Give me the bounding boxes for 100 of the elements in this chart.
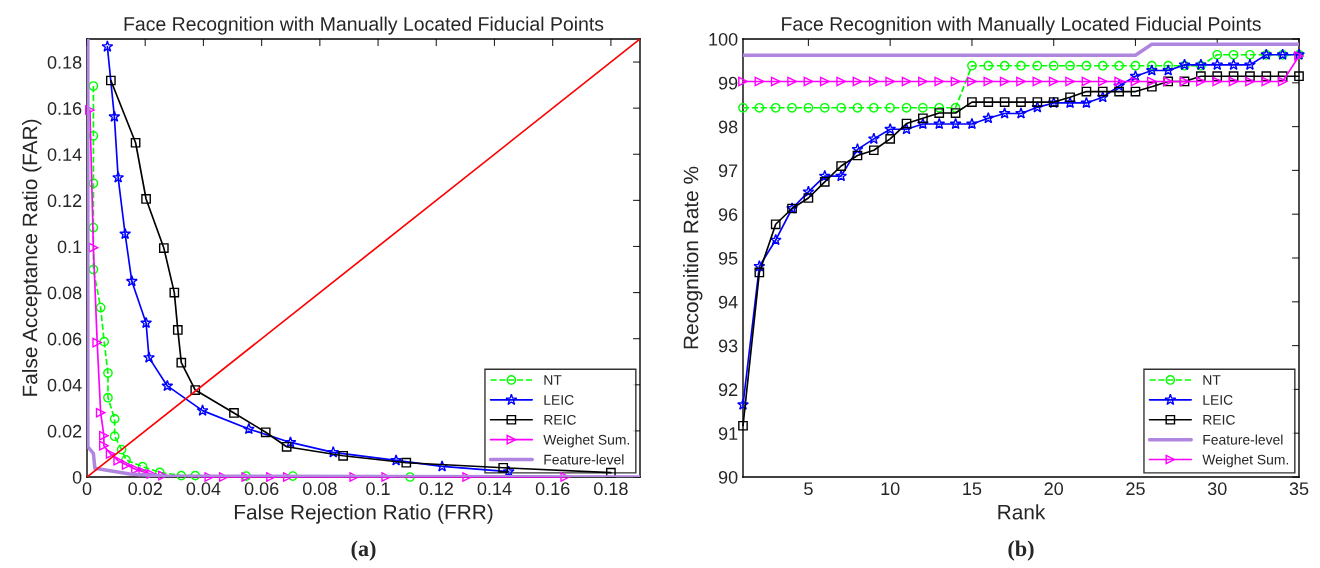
point [1032, 60, 1043, 71]
point [1015, 107, 1027, 119]
point [1228, 76, 1239, 87]
point [885, 102, 896, 113]
point [105, 449, 116, 459]
point [918, 76, 928, 87]
point [1130, 60, 1141, 71]
y-axis-title: False Acceptance Ratio (FAR) [22, 119, 42, 396]
point [1097, 60, 1108, 71]
text: (b) [1008, 540, 1034, 561]
chart-title: Face Recognition with Manually Located Fiducial Points [124, 16, 604, 35]
y-tick-label: 0.1 [57, 240, 82, 254]
point [381, 472, 392, 482]
point [1114, 86, 1124, 97]
point [868, 102, 879, 113]
point [108, 110, 121, 122]
y-tick-label: 0.18 [47, 55, 82, 69]
point [852, 102, 863, 113]
y-tick-label: 91 [718, 427, 738, 440]
legend-label: Weighet Sum. [1202, 454, 1289, 468]
point [803, 193, 814, 203]
legend-label: Weighet Sum. [543, 434, 630, 448]
point [802, 185, 815, 198]
point [1048, 76, 1059, 87]
point [95, 407, 106, 418]
point [287, 471, 298, 481]
point [113, 455, 124, 466]
x-axis-title: Rank [998, 504, 1046, 520]
legend-label: NT [1203, 375, 1221, 385]
point [819, 76, 830, 87]
point [1228, 49, 1239, 60]
point [738, 102, 748, 113]
point [982, 112, 995, 124]
point [1064, 96, 1077, 109]
point [1081, 60, 1092, 71]
point [560, 472, 571, 482]
y-tick-label: 94 [718, 295, 738, 309]
point [967, 60, 977, 71]
point [109, 431, 120, 442]
point [88, 130, 99, 141]
x-tick-label: 35 [1289, 482, 1309, 496]
point [1196, 71, 1206, 82]
y-tick-label: 0.16 [47, 102, 82, 115]
point [138, 466, 149, 477]
point [284, 436, 297, 448]
point [950, 102, 961, 113]
point [606, 467, 616, 478]
point [1032, 76, 1043, 87]
point [88, 242, 99, 253]
point [1261, 76, 1272, 87]
point [1016, 60, 1026, 71]
point [1261, 71, 1272, 82]
point [172, 325, 183, 335]
point [1065, 92, 1075, 103]
point [983, 60, 994, 71]
y-tick-label: 0.08 [47, 286, 82, 300]
point [1146, 60, 1157, 71]
x-tick-label: 0.04 [186, 482, 221, 496]
y-tick-label: 0 [72, 470, 82, 484]
y-tick-label: 93 [718, 339, 738, 353]
point [436, 460, 449, 472]
point [401, 457, 412, 468]
point [99, 336, 110, 347]
point [88, 81, 99, 91]
y-tick-label: 0.02 [47, 424, 82, 438]
point [1048, 60, 1059, 71]
point [282, 472, 293, 482]
point [1162, 64, 1175, 76]
point [137, 461, 148, 472]
point [146, 469, 157, 479]
point [338, 450, 348, 461]
point [1294, 71, 1304, 82]
point [867, 132, 880, 145]
point [121, 460, 132, 470]
x-axis-title: False Rejection Ratio (FRR) [234, 504, 493, 524]
point [1129, 69, 1142, 82]
point [900, 122, 913, 135]
point [1196, 76, 1206, 87]
point [88, 178, 99, 189]
point [851, 143, 864, 155]
point [125, 275, 138, 287]
point [1243, 58, 1256, 71]
y-tick-label: 0.04 [47, 378, 82, 392]
x-tick-label: 20 [1044, 482, 1064, 496]
point [103, 368, 113, 378]
x-tick-label: 0.18 [594, 482, 628, 496]
point [787, 102, 797, 113]
point [1211, 58, 1224, 71]
point [803, 76, 814, 87]
point [999, 97, 1010, 107]
point [836, 102, 846, 113]
point [85, 105, 95, 115]
point [176, 470, 187, 481]
y-tick-label: 98 [718, 120, 738, 134]
y-tick-label: 95 [718, 251, 738, 265]
point [1096, 91, 1109, 103]
point [1016, 76, 1026, 87]
legend-label: REIC [1203, 414, 1235, 425]
point [116, 444, 127, 455]
point [95, 302, 106, 313]
